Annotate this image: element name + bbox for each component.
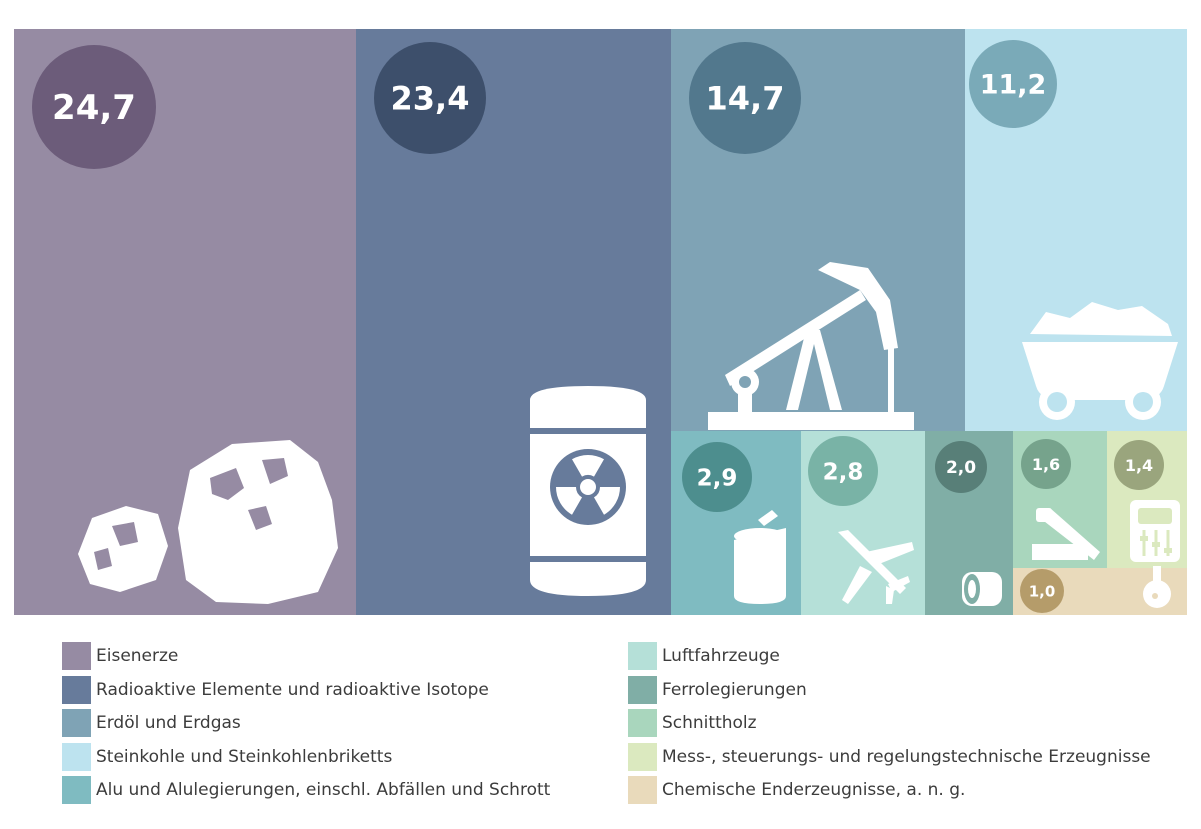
legend-label-chemische: Chemische Enderzeugnisse, a. n. g. bbox=[662, 780, 966, 800]
legend-swatch-luftfahrzeuge bbox=[628, 642, 657, 670]
value-bubble-mess bbox=[1114, 440, 1164, 490]
legend-item-steinkohle: Steinkohle und Steinkohlenbriketts bbox=[62, 742, 622, 777]
value-label-alu: 2,9 bbox=[697, 465, 738, 491]
saw-icon bbox=[1032, 508, 1100, 560]
legend-swatch-ferrolegierungen bbox=[628, 675, 657, 704]
value-bubble-eisenerze bbox=[32, 45, 156, 169]
legend-left-column: Eisenerze Radioaktive Elemente und radio… bbox=[62, 642, 622, 810]
treemap-chart: 24,7 23,4 14,7 11,2 2,9 2,8 2,0 1,6 1,4 1,0 bbox=[14, 29, 1187, 615]
legend-label-schnittholz: Schnittholz bbox=[662, 713, 757, 733]
gauge-icon bbox=[1130, 500, 1180, 562]
legend-label-steinkohle: Steinkohle und Steinkohlenbriketts bbox=[96, 746, 393, 767]
tape-roll-icon bbox=[962, 572, 1002, 606]
legend-item-ferrolegierungen: Ferrolegierungen bbox=[628, 675, 1188, 710]
value-label-luftfahrzeuge: 2,8 bbox=[823, 459, 864, 485]
legend-item-erdoel: Erdöl und Erdgas bbox=[62, 709, 622, 743]
legend-item-luftfahrzeuge: Luftfahrzeuge bbox=[628, 642, 1188, 676]
value-label-schnittholz: 1,6 bbox=[1032, 455, 1060, 474]
coal-cart-icon bbox=[1022, 302, 1178, 420]
legend-swatch-steinkohle bbox=[62, 742, 91, 771]
legend-label-eisenerze: Eisenerze bbox=[96, 646, 179, 666]
value-label-chemische: 1,0 bbox=[1029, 582, 1056, 600]
value-bubble-erdoel bbox=[689, 42, 801, 154]
value-bubble-ferrolegierungen bbox=[935, 441, 987, 493]
legend-swatch-schnittholz bbox=[628, 709, 657, 737]
oil-pump-icon bbox=[708, 262, 914, 430]
value-bubble-schnittholz bbox=[1021, 439, 1071, 489]
value-label-ferrolegierungen: 2,0 bbox=[946, 458, 976, 478]
value-bubble-luftfahrzeuge bbox=[808, 436, 878, 506]
legend-item-radioaktive: Radioaktive Elemente und radioaktive Iso… bbox=[62, 675, 622, 710]
legend-item-alu: Alu und Alulegierungen, einschl. Abfälle… bbox=[62, 776, 622, 810]
legend-swatch-alu bbox=[62, 776, 91, 804]
legend-label-erdoel: Erdöl und Erdgas bbox=[96, 713, 241, 733]
value-bubble-chemische bbox=[1020, 569, 1064, 613]
legend-swatch-mess bbox=[628, 742, 657, 771]
can-icon bbox=[734, 510, 786, 604]
legend-item-mess: Mess-, steuerungs- und regelungstechnisc… bbox=[628, 742, 1188, 777]
legend-swatch-erdoel bbox=[62, 709, 91, 737]
legend-swatch-eisenerze bbox=[62, 642, 91, 670]
value-label-eisenerze: 24,7 bbox=[52, 88, 136, 128]
airplane-icon bbox=[838, 530, 914, 604]
legend-label-mess: Mess-, steuerungs- und regelungstechnisc… bbox=[662, 746, 1151, 767]
legend-swatch-chemische bbox=[628, 776, 657, 804]
flask-icon bbox=[1143, 566, 1171, 608]
value-bubble-alu bbox=[682, 442, 752, 512]
value-bubble-steinkohle bbox=[969, 40, 1057, 128]
value-bubble-radioaktive bbox=[374, 42, 486, 154]
ore-rocks-icon bbox=[78, 440, 338, 604]
legend-swatch-radioaktive bbox=[62, 675, 91, 704]
value-label-erdoel: 14,7 bbox=[706, 80, 785, 118]
radioactive-barrel-icon bbox=[528, 386, 648, 596]
legend-label-alu: Alu und Alulegierungen, einschl. Abfälle… bbox=[96, 780, 551, 800]
legend-item-chemische: Chemische Enderzeugnisse, a. n. g. bbox=[628, 776, 1188, 810]
value-label-radioaktive: 23,4 bbox=[391, 80, 470, 118]
value-label-mess: 1,4 bbox=[1125, 456, 1153, 475]
value-label-steinkohle: 11,2 bbox=[980, 70, 1047, 101]
legend-label-luftfahrzeuge: Luftfahrzeuge bbox=[662, 646, 780, 666]
legend-item-schnittholz: Schnittholz bbox=[628, 709, 1188, 743]
legend-right-column: Luftfahrzeuge Ferrolegierungen Schnittho… bbox=[628, 642, 1188, 810]
legend-item-eisenerze: Eisenerze bbox=[62, 642, 622, 676]
legend-label-radioaktive: Radioaktive Elemente und radioaktive Iso… bbox=[96, 679, 489, 700]
legend-label-ferrolegierungen: Ferrolegierungen bbox=[662, 679, 807, 700]
